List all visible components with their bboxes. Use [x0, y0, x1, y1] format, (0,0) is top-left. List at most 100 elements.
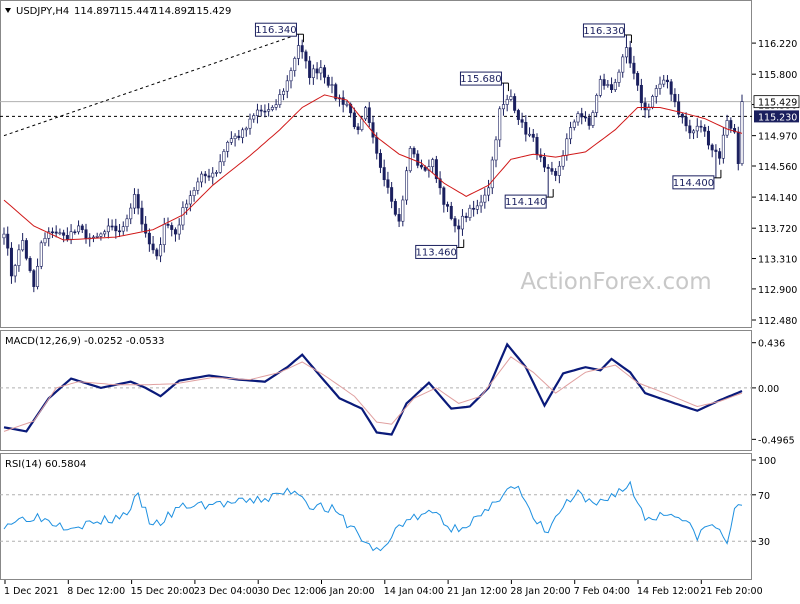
candle-body [442, 187, 446, 205]
candle-body [721, 134, 725, 159]
candle-body [84, 229, 88, 239]
candle-body [360, 118, 364, 130]
x-tick-label: 14 Jan 04:00 [384, 586, 444, 597]
last-price-tag [753, 95, 800, 109]
candle-body [241, 129, 245, 138]
swing-label-box [582, 23, 625, 38]
candle-body [6, 233, 10, 249]
candle-body [121, 226, 125, 232]
candle-body [341, 97, 345, 105]
price-y-tick-label: 114.970 [758, 132, 797, 143]
candle-body [528, 133, 532, 136]
swing-label-box [672, 175, 715, 190]
candle-body [296, 45, 300, 59]
rsi-line [3, 480, 743, 552]
candle-body [356, 126, 360, 130]
price-header: USDJPY,H4 114.897 115.447 114.892 115.42… [5, 6, 231, 17]
candle-body [692, 130, 696, 134]
candle-body [431, 159, 435, 167]
candle-body [166, 223, 170, 226]
macd-panel-frame [0, 330, 752, 451]
candle-body [524, 121, 528, 135]
swing-label-box [504, 194, 547, 209]
candle-body [643, 102, 647, 111]
candle-body [613, 82, 617, 90]
candle-body [580, 113, 584, 118]
candle-body [688, 125, 692, 134]
dotted-trendline [3, 33, 299, 137]
candle-body [326, 76, 330, 86]
candle-body [468, 207, 472, 218]
candle-body [151, 243, 155, 251]
candle-body [665, 79, 669, 83]
macd-y-tick-label: 0.00 [758, 384, 779, 395]
candle-body [505, 99, 509, 105]
candle-body [162, 223, 166, 246]
swing-label: 114.140 [505, 197, 546, 208]
candle-body [129, 207, 133, 220]
candle-body [550, 168, 554, 172]
candle-body [24, 240, 28, 259]
candle-body [237, 135, 241, 138]
candle-body [54, 231, 58, 234]
candle-body [17, 249, 21, 266]
candle-body [147, 232, 151, 245]
candle-body [173, 229, 177, 235]
candle-body [330, 84, 334, 86]
price-panel-frame [0, 0, 752, 328]
x-tick-label: 1 Dec 2021 [4, 586, 59, 597]
candle-body [598, 79, 602, 96]
candle-body [140, 207, 144, 225]
price-y-tick-label: 112.480 [758, 316, 797, 327]
candle-body [367, 107, 371, 123]
swing-label: 116.330 [583, 26, 624, 37]
candle-body [610, 84, 614, 90]
candle-body [13, 265, 17, 277]
candle-body [714, 149, 718, 152]
candle-body [636, 73, 640, 86]
candle-body [654, 88, 658, 97]
candle-body [680, 113, 684, 118]
candle-body [472, 207, 476, 210]
x-tick-label: 23 Dec 04:00 [194, 586, 258, 597]
candle-body [144, 223, 148, 234]
price-y-tick-label: 113.720 [758, 224, 797, 235]
candle-body [319, 67, 323, 74]
candle-body [557, 165, 561, 176]
candle-body [323, 67, 327, 78]
candle-body [114, 225, 118, 232]
candle-body [446, 204, 450, 207]
ohlc-low: 114.892 [152, 6, 193, 17]
candle-body [95, 236, 99, 238]
hline-price-tag-label: 115.230 [758, 112, 797, 123]
candle-body [308, 60, 312, 78]
candle-body [177, 224, 181, 235]
candle-body [248, 118, 252, 129]
candle-body [200, 173, 204, 183]
candle-body [639, 84, 643, 104]
candle-body [2, 233, 6, 239]
candle-body [546, 166, 550, 169]
candle-body [345, 103, 349, 106]
candle-body [412, 148, 416, 155]
candle-body [21, 240, 25, 251]
candle-body [181, 207, 185, 226]
candle-body [136, 194, 140, 209]
candle-body [576, 113, 580, 123]
candle-body [449, 205, 453, 219]
candle-body [311, 68, 315, 78]
price-panel: 116.340 113.460 115.680 114.140 116.330 114.4… [0, 22, 752, 293]
candle-body [419, 165, 423, 168]
candle-body [58, 232, 62, 235]
candle-body [274, 104, 278, 108]
price-y-tick-label: 114.560 [758, 162, 797, 173]
candle-body [252, 115, 256, 120]
candle-body [464, 215, 468, 218]
candle-body [214, 172, 218, 174]
price-y-tick-label: 116.220 [758, 39, 797, 50]
candle-body [617, 71, 621, 83]
rsi-y-tick-label: 70 [758, 491, 770, 502]
axes: 116.220115.800115.390114.970114.560114.1… [4, 39, 800, 597]
candle-body [371, 122, 375, 138]
candle-body [460, 215, 464, 230]
